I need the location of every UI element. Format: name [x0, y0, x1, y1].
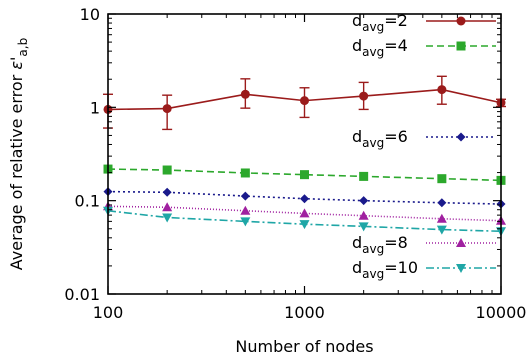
legend-entry-davg-2: davg=2 — [352, 11, 496, 34]
x-tick-label: 100 — [93, 303, 124, 322]
data-point — [300, 96, 309, 106]
data-point — [240, 89, 250, 99]
legend-entry-davg-6: davg=6 — [352, 127, 496, 150]
series-davg-6 — [103, 187, 506, 209]
legend-marker — [456, 132, 466, 142]
y-tick-label: 0.1 — [75, 192, 100, 211]
data-point — [300, 170, 309, 180]
data-point — [299, 220, 310, 230]
data-point — [437, 174, 447, 184]
data-point — [162, 202, 173, 212]
x-tick-label: 10000 — [476, 303, 527, 322]
legend-label: davg=10 — [352, 258, 418, 281]
legend-label: davg=8 — [352, 233, 408, 256]
data-point — [437, 198, 447, 208]
y-tick-label: 1 — [90, 98, 100, 117]
data-point — [359, 91, 369, 101]
data-point — [240, 191, 250, 201]
data-point — [437, 85, 447, 95]
data-point — [359, 196, 369, 206]
legend-marker — [456, 264, 466, 273]
axes: 100 1000 10000 0.01 0.1 1 10 — [64, 5, 526, 322]
y-axis-title-prefix: Average of relative error — [7, 70, 26, 271]
legend-marker — [456, 238, 466, 247]
legend-label: davg=6 — [352, 127, 408, 150]
series-davg-2 — [103, 75, 506, 131]
legend-entry-davg-10: davg=10 — [352, 258, 496, 281]
legend-entry-davg-8: davg=8 — [352, 233, 496, 256]
series-davg-4 — [103, 164, 506, 185]
data-point — [162, 104, 172, 114]
legend-entry-davg-4: davg=4 — [352, 36, 496, 59]
legend-label: davg=2 — [352, 11, 408, 34]
data-point — [358, 210, 369, 220]
y-axis-title-prime: ' — [7, 57, 26, 61]
legend-label: davg=4 — [352, 36, 408, 59]
y-axis-title: Average of relative error ε'a,b — [7, 38, 30, 270]
data-point — [436, 225, 447, 235]
legend-marker — [456, 16, 466, 26]
y-axis-title-symbol: ε — [7, 61, 26, 70]
legend-marker — [456, 41, 466, 51]
x-tick-label: 1000 — [284, 303, 325, 322]
y-tick-label: 10 — [80, 5, 100, 24]
data-point — [240, 168, 250, 178]
data-point — [162, 213, 173, 223]
series-davg-10 — [103, 206, 506, 237]
data-point — [300, 194, 309, 204]
data-point — [162, 187, 172, 197]
y-axis-title-subscript: a,b — [16, 38, 30, 57]
data-point — [240, 217, 251, 227]
data-point — [162, 165, 172, 175]
x-axis-title: Number of nodes — [235, 337, 373, 356]
data-point — [240, 205, 251, 215]
plot-frame — [107, 13, 502, 295]
y-tick-label: 0.01 — [64, 285, 100, 304]
data-point — [358, 222, 369, 232]
data-point — [299, 208, 310, 218]
data-point — [436, 213, 447, 223]
plot-area — [103, 75, 506, 237]
data-point — [359, 171, 369, 181]
